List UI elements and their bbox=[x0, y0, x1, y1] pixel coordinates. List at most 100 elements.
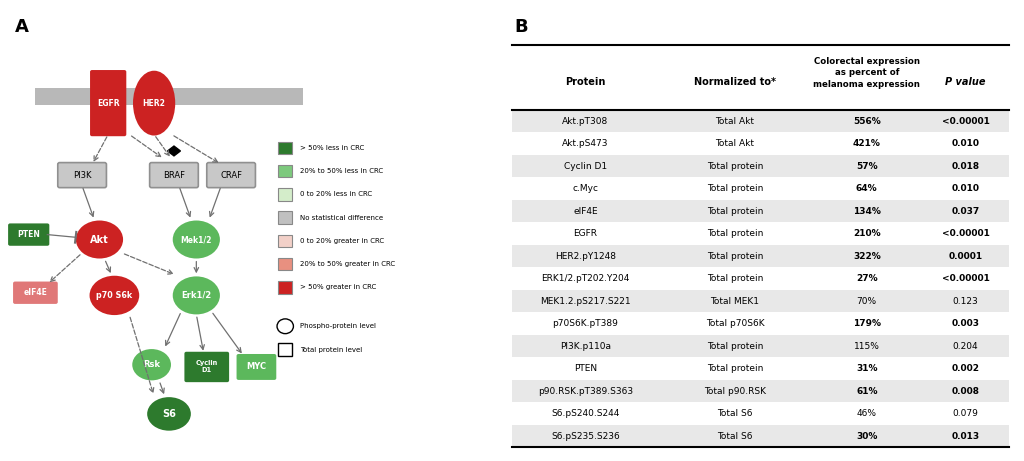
FancyBboxPatch shape bbox=[279, 188, 292, 201]
Text: Total protein: Total protein bbox=[707, 184, 763, 193]
Ellipse shape bbox=[173, 220, 220, 259]
FancyBboxPatch shape bbox=[279, 165, 292, 177]
FancyBboxPatch shape bbox=[13, 282, 57, 304]
Polygon shape bbox=[168, 146, 180, 156]
Text: A: A bbox=[15, 18, 29, 36]
Text: Total protein: Total protein bbox=[707, 229, 763, 238]
Text: EGFR: EGFR bbox=[573, 229, 597, 238]
Text: p90.RSK.pT389.S363: p90.RSK.pT389.S363 bbox=[538, 387, 633, 396]
FancyBboxPatch shape bbox=[184, 352, 229, 382]
Text: 179%: 179% bbox=[853, 319, 881, 328]
Text: 0.123: 0.123 bbox=[952, 296, 979, 306]
Text: PI3K: PI3K bbox=[73, 171, 91, 180]
Text: <0.00001: <0.00001 bbox=[942, 117, 989, 125]
Ellipse shape bbox=[173, 277, 220, 314]
Text: 27%: 27% bbox=[856, 274, 878, 283]
FancyBboxPatch shape bbox=[8, 224, 49, 246]
Text: 57%: 57% bbox=[856, 162, 878, 171]
Text: Total protein level: Total protein level bbox=[300, 347, 361, 353]
Text: Total Akt: Total Akt bbox=[716, 139, 755, 148]
Ellipse shape bbox=[76, 220, 123, 259]
Text: > 50% less in CRC: > 50% less in CRC bbox=[300, 145, 364, 151]
FancyBboxPatch shape bbox=[207, 163, 255, 188]
Text: HER2: HER2 bbox=[142, 99, 166, 107]
Ellipse shape bbox=[133, 71, 175, 136]
Bar bbox=[512, 290, 1009, 313]
Text: Total protein: Total protein bbox=[707, 207, 763, 216]
Text: EGFR: EGFR bbox=[97, 99, 120, 107]
Text: Total protein: Total protein bbox=[707, 364, 763, 373]
Text: HER2.pY1248: HER2.pY1248 bbox=[555, 252, 616, 260]
FancyBboxPatch shape bbox=[57, 163, 106, 188]
Text: 61%: 61% bbox=[856, 387, 878, 396]
Text: 556%: 556% bbox=[853, 117, 881, 125]
Text: 0.018: 0.018 bbox=[951, 162, 980, 171]
Text: 322%: 322% bbox=[853, 252, 881, 260]
Text: eIF4E: eIF4E bbox=[573, 207, 598, 216]
Text: Mek1/2: Mek1/2 bbox=[180, 235, 212, 244]
Bar bbox=[512, 335, 1009, 357]
Text: 421%: 421% bbox=[853, 139, 881, 148]
Text: 64%: 64% bbox=[856, 184, 878, 193]
Text: 0.037: 0.037 bbox=[951, 207, 980, 216]
Text: Total protein: Total protein bbox=[707, 274, 763, 283]
Text: Total protein: Total protein bbox=[707, 162, 763, 171]
Text: 0 to 20% less in CRC: 0 to 20% less in CRC bbox=[300, 191, 372, 197]
Text: <0.00001: <0.00001 bbox=[942, 274, 989, 283]
Text: Rsk: Rsk bbox=[143, 360, 160, 369]
Text: Erk1/2: Erk1/2 bbox=[181, 291, 211, 300]
Text: CRAF: CRAF bbox=[220, 171, 242, 180]
Text: 20% to 50% greater in CRC: 20% to 50% greater in CRC bbox=[300, 261, 395, 267]
FancyBboxPatch shape bbox=[237, 354, 276, 380]
Text: Total p90.RSK: Total p90.RSK bbox=[703, 387, 766, 396]
Bar bbox=[512, 110, 1009, 132]
Text: 46%: 46% bbox=[857, 409, 877, 418]
Text: Total S6: Total S6 bbox=[717, 409, 753, 418]
Text: 0.204: 0.204 bbox=[952, 342, 978, 351]
FancyBboxPatch shape bbox=[279, 343, 292, 356]
Text: Cyclin
D1: Cyclin D1 bbox=[196, 361, 218, 373]
Text: Akt.pT308: Akt.pT308 bbox=[562, 117, 608, 125]
Bar bbox=[512, 425, 1009, 448]
Bar bbox=[512, 155, 1009, 177]
Text: p70S6K.pT389: p70S6K.pT389 bbox=[553, 319, 618, 328]
FancyBboxPatch shape bbox=[279, 142, 292, 154]
Text: 0.0001: 0.0001 bbox=[948, 252, 983, 260]
Text: Total p70S6K: Total p70S6K bbox=[706, 319, 764, 328]
Text: 0.013: 0.013 bbox=[951, 431, 980, 441]
Text: Total protein: Total protein bbox=[707, 342, 763, 351]
Text: S6.pS235.S236: S6.pS235.S236 bbox=[551, 431, 620, 441]
FancyBboxPatch shape bbox=[150, 163, 199, 188]
Ellipse shape bbox=[147, 397, 190, 431]
Text: MEK1.2.pS217.S221: MEK1.2.pS217.S221 bbox=[540, 296, 631, 306]
Text: Phospho-protein level: Phospho-protein level bbox=[300, 323, 376, 329]
Text: Total Akt: Total Akt bbox=[716, 117, 755, 125]
Text: 70%: 70% bbox=[857, 296, 877, 306]
Text: B: B bbox=[514, 18, 528, 36]
Bar bbox=[512, 245, 1009, 267]
Text: 30%: 30% bbox=[856, 431, 878, 441]
Text: PI3K.p110a: PI3K.p110a bbox=[560, 342, 611, 351]
Text: MYC: MYC bbox=[247, 362, 266, 372]
Text: PTEN: PTEN bbox=[17, 230, 40, 239]
Text: 210%: 210% bbox=[853, 229, 881, 238]
Text: Total S6: Total S6 bbox=[717, 431, 753, 441]
Text: 134%: 134% bbox=[853, 207, 881, 216]
Text: No statistical difference: No statistical difference bbox=[300, 215, 383, 221]
Text: eIF4E: eIF4E bbox=[24, 288, 47, 297]
Text: > 50% greater in CRC: > 50% greater in CRC bbox=[300, 284, 376, 290]
Text: S6: S6 bbox=[162, 409, 176, 419]
FancyBboxPatch shape bbox=[90, 70, 126, 136]
Bar bbox=[512, 200, 1009, 222]
Text: c.Myc: c.Myc bbox=[572, 184, 598, 193]
Text: Protein: Protein bbox=[565, 77, 605, 87]
Text: p70 S6k: p70 S6k bbox=[96, 291, 132, 300]
Text: Normalized to*: Normalized to* bbox=[694, 77, 776, 87]
Text: ERK1/2.pT202.Y204: ERK1/2.pT202.Y204 bbox=[542, 274, 630, 283]
Bar bbox=[35, 89, 303, 106]
Text: 31%: 31% bbox=[856, 364, 878, 373]
Text: 0.003: 0.003 bbox=[951, 319, 980, 328]
Text: 0.002: 0.002 bbox=[951, 364, 980, 373]
Text: <0.00001: <0.00001 bbox=[942, 229, 989, 238]
Text: Total protein: Total protein bbox=[707, 252, 763, 260]
